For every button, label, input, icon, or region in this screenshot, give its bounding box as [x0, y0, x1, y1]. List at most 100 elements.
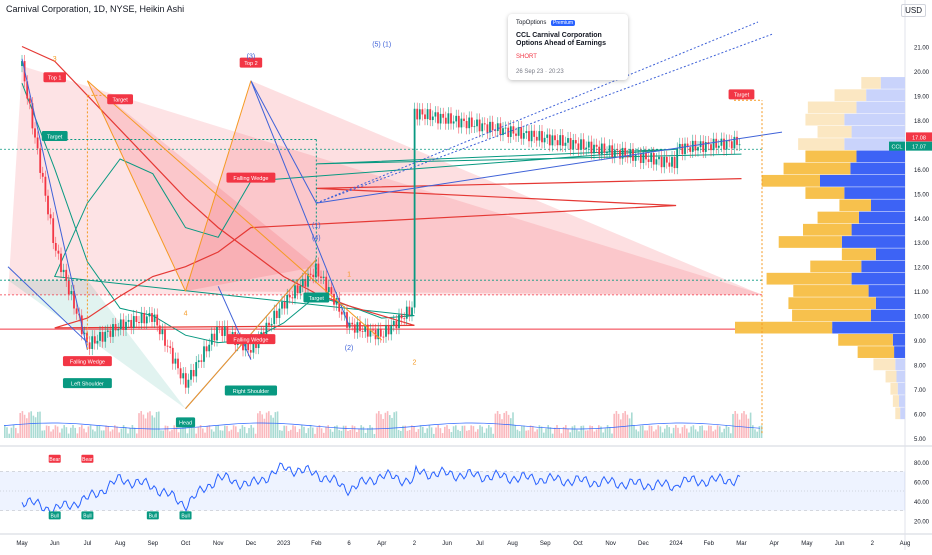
rsi-signal-box [179, 511, 192, 520]
volume-bar [39, 411, 41, 438]
volume-bar [21, 411, 24, 438]
candle-body [712, 138, 715, 151]
news-source: TopOptions Premium [516, 20, 576, 26]
news-card[interactable]: TopOptions Premium CCL Carnival Corporat… [508, 14, 628, 80]
volume-bar [52, 429, 54, 438]
time-tick-label: Jun [50, 541, 60, 547]
volume-bar [74, 427, 76, 438]
candle-body [587, 141, 590, 148]
candle-body [405, 306, 408, 319]
candle-body [83, 332, 86, 335]
candle-body [564, 142, 567, 146]
candle-body [65, 269, 68, 281]
volume-bar [734, 411, 736, 438]
volume-profile-buy-bar [792, 309, 871, 322]
volume-bar [252, 427, 255, 438]
candle-body [286, 294, 289, 309]
candle-body [213, 333, 216, 341]
volume-average-line [3, 422, 761, 430]
volume-bar [336, 425, 338, 438]
volume-bar [562, 427, 565, 438]
candle-body [268, 322, 270, 326]
wave-label-orange: 1 [347, 271, 351, 278]
volume-bar [397, 429, 400, 438]
volume-bar [419, 425, 422, 438]
candle-body [109, 330, 112, 337]
candle-body [725, 140, 728, 150]
volume-bar [424, 432, 426, 438]
volume-profile-buy-bar [841, 248, 876, 261]
volume-bar [4, 425, 6, 438]
candle-body [208, 344, 211, 352]
currency-button[interactable]: USD [901, 4, 926, 17]
candle-body [478, 119, 481, 132]
volume-bar [648, 425, 651, 438]
candle-body [86, 332, 88, 343]
price-tick-label: 9.00 [914, 339, 926, 345]
volume-bar [217, 425, 219, 438]
candle-body [494, 130, 497, 132]
volume-bar [83, 428, 85, 438]
volume-profile-sell-bar [866, 89, 905, 102]
time-tick-label: Nov [213, 541, 224, 547]
wave-line [250, 80, 350, 326]
candle-body [476, 119, 478, 127]
candle-body [681, 143, 684, 155]
volume-bar [186, 433, 189, 438]
candle-body [658, 156, 660, 160]
volume-bar [177, 432, 180, 438]
volume-bar [474, 431, 477, 438]
candle-body [49, 214, 52, 219]
projection-dotted [316, 21, 759, 204]
volume-bar [589, 425, 591, 438]
volume-bar [571, 426, 574, 438]
volume-bar [433, 433, 435, 438]
volume-bar [364, 432, 367, 438]
volume-bar [316, 427, 318, 438]
wave-label-blue: (2) [345, 345, 354, 352]
volume-bar [450, 432, 453, 438]
candle-body [135, 316, 138, 323]
candle-body [603, 143, 606, 153]
volume-profile-buy-bar [761, 174, 820, 187]
volume-bar [503, 412, 505, 438]
time-tick-label: Feb [704, 541, 715, 547]
volume-bar [76, 433, 79, 438]
volume-profile-buy-bar [839, 199, 871, 212]
candle-body [301, 278, 304, 287]
volume-bar [688, 432, 690, 438]
volume-bar [116, 426, 118, 438]
volume-bar [301, 425, 303, 438]
wave-line-orange [87, 80, 383, 341]
candle-body [153, 314, 156, 322]
volume-profile-buy-bar [807, 101, 857, 114]
candle-body [626, 155, 629, 158]
candle-body [283, 301, 286, 309]
volume-bar [329, 429, 332, 438]
volume-bar [745, 414, 747, 438]
news-headline[interactable]: CCL Carnival Corporation Options Ahead o… [516, 32, 606, 47]
volume-profile-sell-bar [820, 174, 905, 187]
time-tick-label: Aug [507, 541, 518, 547]
candle-body [96, 340, 99, 344]
volume-bar [565, 425, 567, 438]
volume-bar [65, 427, 68, 438]
volume-bar [312, 427, 314, 438]
candle-body [187, 379, 190, 388]
volume-bar [162, 430, 164, 438]
candle-body [327, 287, 330, 293]
volume-bar [151, 415, 153, 438]
candle-body [655, 159, 658, 165]
volume-bar [263, 418, 266, 438]
volume-bar [323, 432, 325, 438]
volume-bar [292, 425, 294, 438]
volume-bar [327, 425, 329, 438]
candle-body [559, 135, 562, 146]
volume-bar [230, 429, 233, 438]
candle-body [322, 276, 325, 278]
volume-bar [50, 431, 52, 438]
time-tick-label: Jun [442, 541, 452, 547]
volume-bar [6, 427, 8, 438]
candle-body [561, 135, 564, 146]
candle-body [39, 148, 42, 173]
